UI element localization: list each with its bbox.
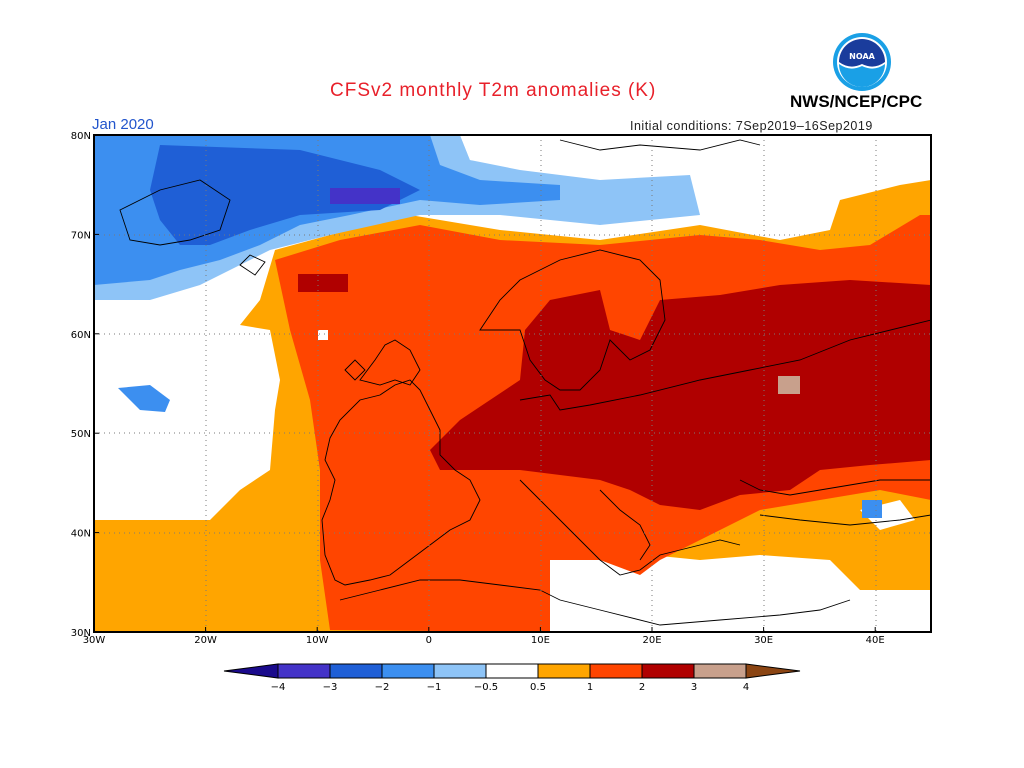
lat-tick-label: 70N — [71, 230, 91, 241]
lon-tick-label: 30W — [83, 635, 106, 646]
forecast-period: Jan 2020 — [92, 116, 154, 133]
colorbar-box — [641, 663, 695, 679]
lon-tick-label: 0 — [426, 635, 432, 646]
colorbar-label: 1 — [587, 682, 593, 693]
colorbar-label: −2 — [375, 682, 390, 693]
colorbar-label: 3 — [691, 682, 697, 693]
colorbar-box — [589, 663, 643, 679]
colorbar-box — [381, 663, 435, 679]
colorbar-box — [693, 663, 747, 679]
coastlines — [119, 139, 931, 626]
agency-label: NWS/NCEP/CPC — [790, 92, 923, 111]
colorbar-label: 0.5 — [530, 682, 546, 693]
lat-tick-label: 40N — [71, 529, 91, 540]
anomaly-field — [94, 135, 931, 632]
longitude-ticks: 30W 20W 10W 0 10E 20E 30E 40E — [83, 627, 885, 646]
colorbar-box — [485, 663, 539, 679]
lon-tick-label: 40E — [866, 635, 885, 646]
colorbar-label: −3 — [323, 682, 338, 693]
colorbar-label: −1 — [427, 682, 442, 693]
noaa-logo: NOAA — [833, 33, 891, 91]
colorbar-high-extension — [745, 663, 801, 679]
colorbar-box — [433, 663, 487, 679]
colorbar-box — [329, 663, 383, 679]
svg-text:NOAA: NOAA — [849, 52, 875, 61]
lat-tick-label: 30N — [71, 628, 91, 639]
lat-tick-label: 80N — [71, 131, 91, 142]
latitude-ticks: 30N 40N 50N 60N 70N 80N — [71, 131, 99, 639]
initial-conditions: Initial conditions: 7Sep2019–16Sep2019 — [630, 119, 873, 133]
colorbar-label: 2 — [639, 682, 645, 693]
lat-tick-label: 50N — [71, 429, 91, 440]
colorbar-label: 4 — [743, 682, 749, 693]
chart-title: CFSv2 monthly T2m anomalies (K) — [330, 80, 657, 101]
lon-tick-label: 10W — [306, 635, 329, 646]
lon-tick-label: 20W — [194, 635, 217, 646]
colorbar-box — [277, 663, 331, 679]
colorbar-label: −4 — [271, 682, 286, 693]
lon-tick-label: 10E — [531, 635, 550, 646]
colorbar: −4 −3 −2 −1 −0.5 0.5 1 2 3 4 — [223, 663, 801, 693]
map-frame — [93, 134, 932, 633]
colorbar-box — [537, 663, 591, 679]
lat-tick-label: 60N — [71, 330, 91, 341]
colorbar-low-extension — [223, 663, 279, 679]
lon-tick-label: 30E — [754, 635, 773, 646]
lon-tick-label: 20E — [642, 635, 661, 646]
colorbar-label: −0.5 — [474, 682, 498, 693]
